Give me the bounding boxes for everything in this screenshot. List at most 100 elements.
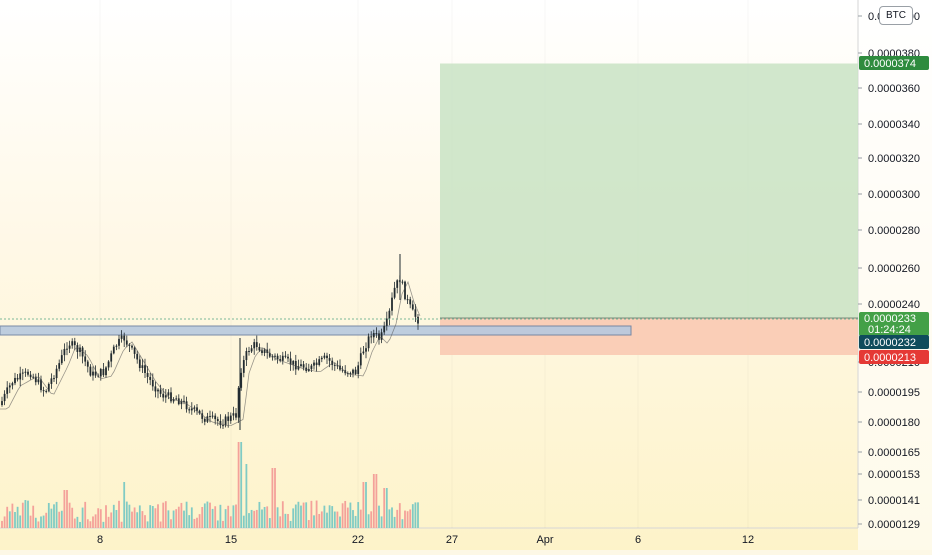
candle-body xyxy=(367,336,370,349)
volume-bar xyxy=(331,506,334,528)
y-tick-label: 0.0000180 xyxy=(868,417,920,429)
volume-bar xyxy=(71,507,74,528)
volume-bar xyxy=(107,516,110,528)
candle-body xyxy=(50,378,53,384)
candle-body xyxy=(294,361,297,370)
candle-body xyxy=(71,341,74,346)
candle-body xyxy=(73,341,76,346)
volume-bar xyxy=(406,511,409,528)
candle-body xyxy=(60,355,63,364)
volume-bar xyxy=(94,514,97,528)
candle-body xyxy=(245,351,248,361)
candle-body xyxy=(24,371,27,373)
volume-bar xyxy=(68,502,71,528)
candle-body xyxy=(328,358,331,361)
candle-body xyxy=(203,418,206,422)
candle-body xyxy=(352,369,354,374)
candle-body xyxy=(292,361,295,365)
volume-bar xyxy=(287,513,289,528)
volume-bar xyxy=(367,514,370,528)
candle-body xyxy=(240,372,243,388)
candle-body xyxy=(404,281,406,300)
volume-bar xyxy=(55,501,58,528)
volume-bar xyxy=(146,521,149,528)
volume-bar xyxy=(47,502,50,528)
candle-body xyxy=(258,347,261,351)
volume-bar xyxy=(42,515,45,528)
candle-body xyxy=(89,366,92,376)
candle-body xyxy=(300,364,302,367)
volume-bar xyxy=(149,505,152,528)
y-tick-label: 0.0000129 xyxy=(868,519,920,531)
volume-bar xyxy=(198,514,201,528)
candle-body xyxy=(391,297,393,311)
volume-bar xyxy=(328,505,331,528)
candle-body xyxy=(383,325,386,333)
volume-bar xyxy=(302,502,305,528)
volume-bar xyxy=(349,502,352,528)
volume-bar xyxy=(391,507,393,528)
candle-body xyxy=(289,358,292,365)
candle-body xyxy=(159,389,162,394)
volume-bar xyxy=(24,500,27,528)
candle-body xyxy=(190,408,193,411)
candle-body xyxy=(125,340,128,345)
candle-body xyxy=(29,374,32,378)
candle-body xyxy=(326,355,328,359)
volume-bar xyxy=(120,521,123,528)
candle-body xyxy=(372,333,375,338)
candle-body xyxy=(144,365,146,373)
volume-bar xyxy=(136,512,139,528)
currency-badge[interactable]: BTC xyxy=(879,6,913,25)
x-tick-label: 22 xyxy=(352,534,364,546)
volume-bar xyxy=(131,511,133,528)
candle-body xyxy=(180,400,183,405)
candle-body xyxy=(164,395,167,398)
candle-body xyxy=(138,359,141,368)
volume-bar xyxy=(214,506,217,528)
volume-bar xyxy=(123,482,126,528)
candle-body xyxy=(92,371,94,376)
candle-body xyxy=(232,413,235,416)
candle-body xyxy=(110,353,113,362)
volume-bar xyxy=(211,508,214,528)
candle-body xyxy=(99,369,102,377)
candle-body xyxy=(107,361,110,368)
target-price-tag-bg xyxy=(859,56,929,70)
volume-bar xyxy=(224,509,227,528)
candle-body xyxy=(268,352,271,357)
volume-bar xyxy=(11,503,14,528)
volume-bar xyxy=(185,501,188,528)
volume-bar xyxy=(118,500,120,528)
candle-body xyxy=(237,387,240,418)
y-tick-label: 0.0000360 xyxy=(868,83,920,95)
y-tick-label: 0.0000141 xyxy=(868,495,920,507)
candle-body xyxy=(196,407,198,411)
candle-body xyxy=(380,332,383,340)
volume-bar xyxy=(19,515,22,528)
candle-body xyxy=(287,356,289,359)
candle-body xyxy=(219,420,222,426)
candle-body xyxy=(417,316,419,324)
volume-bar xyxy=(45,512,48,528)
volume-bar xyxy=(385,488,388,528)
volume-bar xyxy=(167,510,170,528)
candle-body xyxy=(76,345,79,352)
volume-bar xyxy=(346,507,349,528)
candle-body xyxy=(128,344,131,346)
candle-body xyxy=(279,359,282,361)
candle-body xyxy=(84,356,87,362)
volume-bar xyxy=(206,501,209,528)
volume-bar xyxy=(141,511,144,528)
volume-bar xyxy=(216,520,219,528)
candle-body xyxy=(16,377,19,380)
volume-bar xyxy=(219,504,222,528)
volume-bar xyxy=(378,505,380,528)
volume-bar xyxy=(164,501,167,528)
volume-bar xyxy=(6,506,9,528)
candle-body xyxy=(94,371,97,376)
volume-bar xyxy=(105,505,107,528)
last-price-tag-bg xyxy=(859,312,929,336)
